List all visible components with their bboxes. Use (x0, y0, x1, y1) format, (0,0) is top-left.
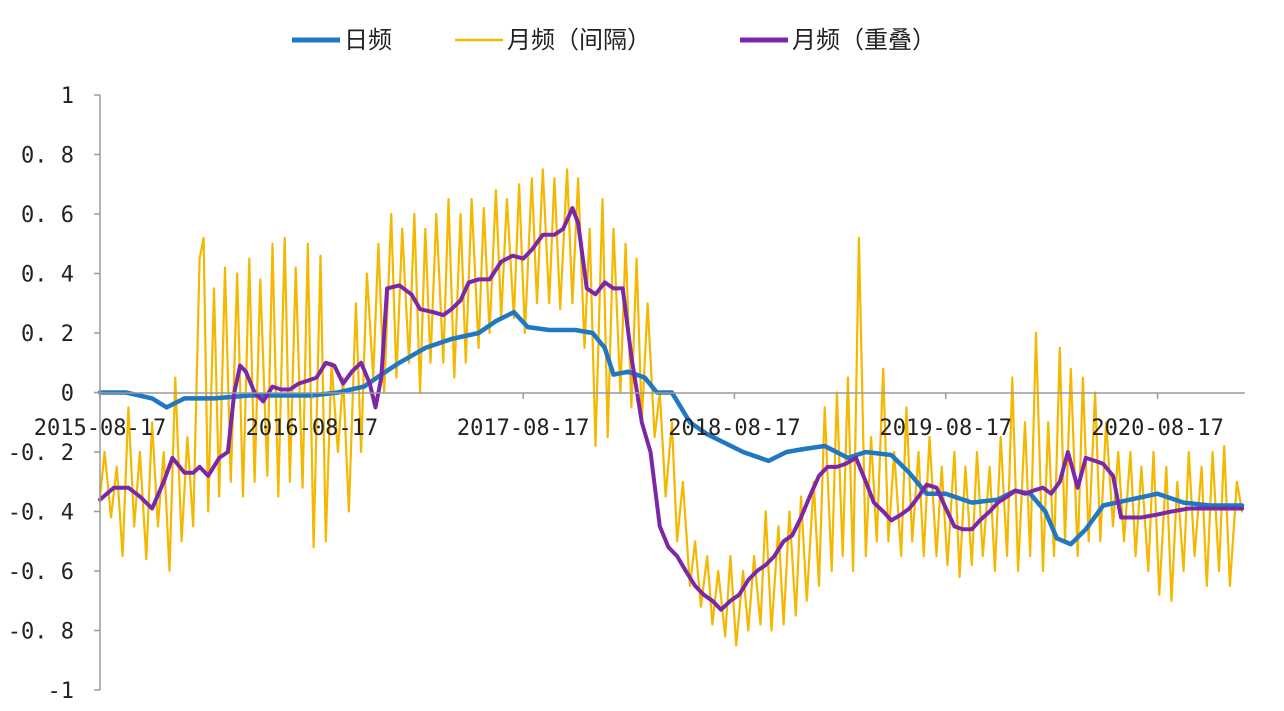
x-tick-label: 2015-08-17 (34, 416, 166, 441)
x-tick-label: 2019-08-17 (879, 416, 1011, 441)
y-tick-label: 0. 6 (21, 203, 74, 228)
legend-label: 日频 (344, 26, 392, 54)
y-tick-label: 0. 8 (21, 144, 74, 169)
legend-label: 月频（重叠） (792, 26, 936, 54)
y-tick-label: 0. 4 (21, 263, 74, 288)
series-line-2 (98, 168, 1244, 647)
legend-item: 月频（重叠） (740, 26, 936, 54)
x-tick-label: 2017-08-17 (457, 416, 589, 441)
series-line-1 (97, 309, 1245, 547)
y-tick-label: 0 (61, 382, 74, 407)
y-tick-label: -0. 4 (8, 501, 74, 526)
series-layer (97, 168, 1245, 647)
axes: 1 0. 8 0. 6 0. 4 0. 2 0 -0. 2 -0. 4 -0. 6 -0. 8 -1… (8, 84, 1245, 704)
x-tick-label: 2018-08-17 (668, 416, 800, 441)
legend-item: 日频 (292, 26, 392, 54)
y-tick-label: 0. 2 (21, 322, 74, 347)
legend-label: 月频（间隔） (507, 26, 651, 54)
y-tick-label: -0. 6 (8, 560, 74, 585)
x-tick-label: 2016-08-17 (246, 416, 378, 441)
y-tick-label: -0. 2 (8, 441, 74, 466)
chart-legend: 日频 月频（间隔） 月频（重叠） (292, 26, 936, 54)
y-tick-label: 1 (61, 84, 74, 109)
x-tick-label: 2020-08-17 (1091, 416, 1223, 441)
y-tick-label: -1 (48, 679, 75, 704)
series-line-3 (98, 206, 1245, 612)
legend-item: 月频（间隔） (455, 26, 651, 54)
y-tick-label: -0. 8 (8, 620, 74, 645)
